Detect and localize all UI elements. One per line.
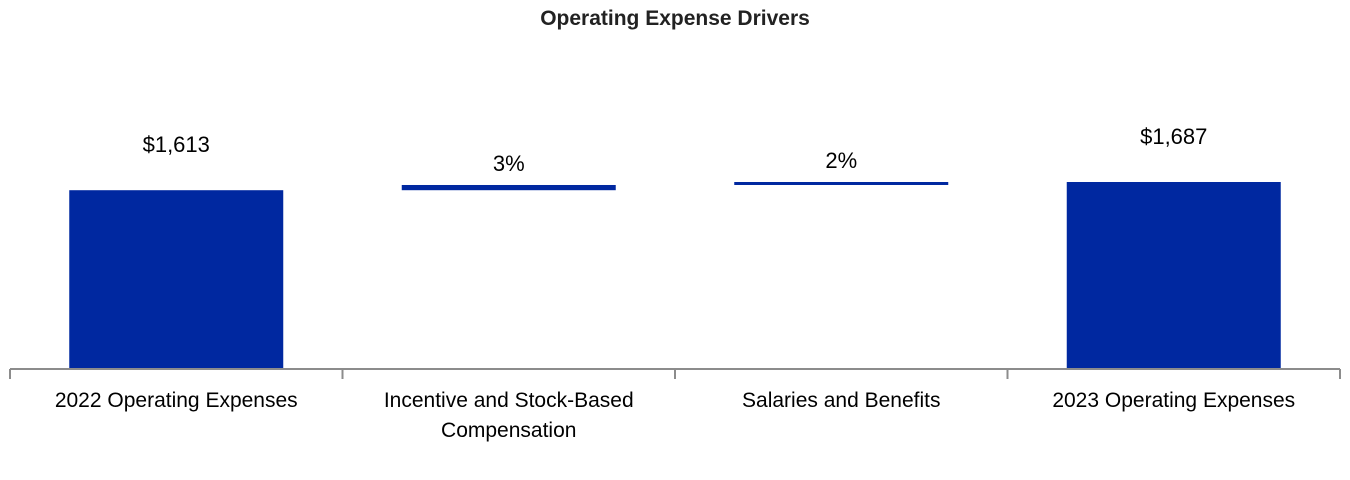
category-label-3: Salaries and Benefits bbox=[742, 389, 940, 412]
bar-3 bbox=[734, 182, 949, 185]
x-axis bbox=[9, 368, 1341, 379]
bar-2 bbox=[401, 184, 616, 191]
data-label-2: 3% bbox=[493, 151, 525, 176]
bars-layer bbox=[69, 182, 1281, 369]
chart-title: Operating Expense Drivers bbox=[540, 7, 810, 30]
labels-layer: $1,613 3% 2% $1,687 2022 Operating Expenses I… bbox=[55, 124, 1295, 442]
data-label-4: $1,687 bbox=[1140, 124, 1207, 149]
bar-1 bbox=[69, 190, 284, 369]
data-label-3: 2% bbox=[825, 148, 857, 173]
bar-4 bbox=[1066, 182, 1281, 369]
category-label-1: 2022 Operating Expenses bbox=[55, 389, 298, 412]
data-label-1: $1,613 bbox=[143, 132, 210, 157]
category-label-4: 2023 Operating Expenses bbox=[1052, 389, 1295, 412]
category-label-2: Incentive and Stock-Based Compensation bbox=[384, 389, 634, 442]
